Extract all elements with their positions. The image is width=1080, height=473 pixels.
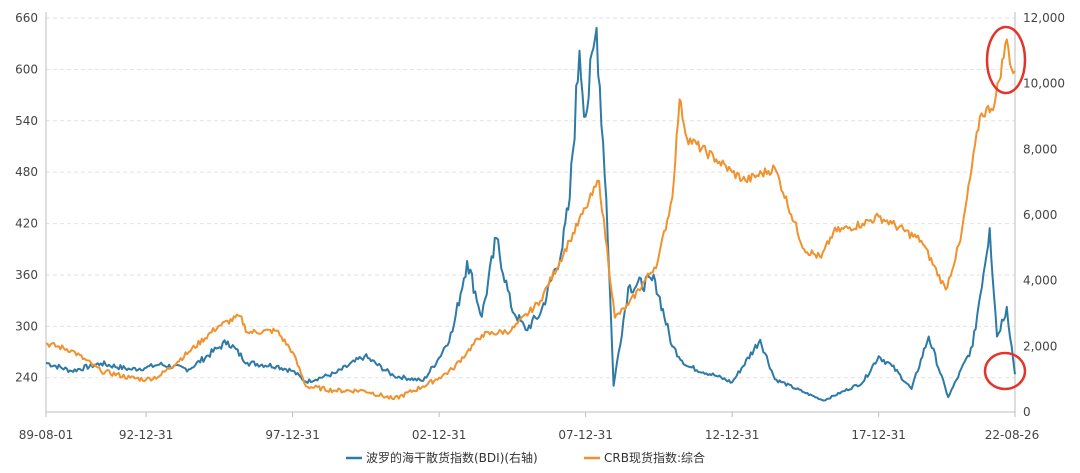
legend-label: CRB现货指数:综合 xyxy=(604,450,705,465)
legend-label: 波罗的海干散货指数(BDI)(右轴) xyxy=(366,450,538,465)
left-tick-label: 360 xyxy=(15,268,38,282)
left-tick-label: 540 xyxy=(15,114,38,128)
right-tick-label: 8,000 xyxy=(1023,142,1057,156)
x-tick-label: 02-12-31 xyxy=(412,428,466,442)
x-tick-label: 92-12-31 xyxy=(119,428,173,442)
left-tick-label: 420 xyxy=(15,217,38,231)
right-tick-label: 0 xyxy=(1023,405,1031,419)
right-tick-label: 2,000 xyxy=(1023,339,1057,353)
x-tick-label: 89-08-01 xyxy=(19,428,73,442)
highlight-circle-bdi-latest xyxy=(983,351,1027,391)
right-tick-label: 6,000 xyxy=(1023,208,1057,222)
legend: 波罗的海干散货指数(BDI)(右轴) CRB现货指数:综合 xyxy=(346,450,705,465)
left-tick-label: 300 xyxy=(15,319,38,333)
right-axis-ticks: 0 2,000 4,000 6,000 8,000 10,000 12,000 xyxy=(1023,11,1065,419)
left-tick-label: 660 xyxy=(15,11,38,25)
x-tick-label: 07-12-31 xyxy=(558,428,612,442)
left-axis-ticks: 240 300 360 420 480 540 600 660 xyxy=(15,11,38,385)
left-tick-label: 240 xyxy=(15,371,38,385)
left-tick-label: 600 xyxy=(15,62,38,76)
series-line-bdi xyxy=(45,26,1016,402)
x-tick-label: 22-08-26 xyxy=(985,428,1039,442)
x-tick-label: 97-12-31 xyxy=(265,428,319,442)
x-tick-label: 17-12-31 xyxy=(851,428,905,442)
gridlines xyxy=(45,12,1016,413)
series-layer xyxy=(45,26,1016,402)
x-axis-ticks: 89-08-01 92-12-31 97-12-31 02-12-31 07-12-31… xyxy=(19,412,1039,442)
highlight-circle-crb-peak xyxy=(985,25,1027,95)
x-tick-label: 12-12-31 xyxy=(705,428,759,442)
right-tick-label: 12,000 xyxy=(1023,11,1065,25)
series-line-crb xyxy=(45,38,1016,401)
right-tick-label: 10,000 xyxy=(1023,77,1065,91)
left-tick-label: 480 xyxy=(15,165,38,179)
right-tick-label: 4,000 xyxy=(1023,274,1057,288)
annotations xyxy=(983,25,1027,391)
